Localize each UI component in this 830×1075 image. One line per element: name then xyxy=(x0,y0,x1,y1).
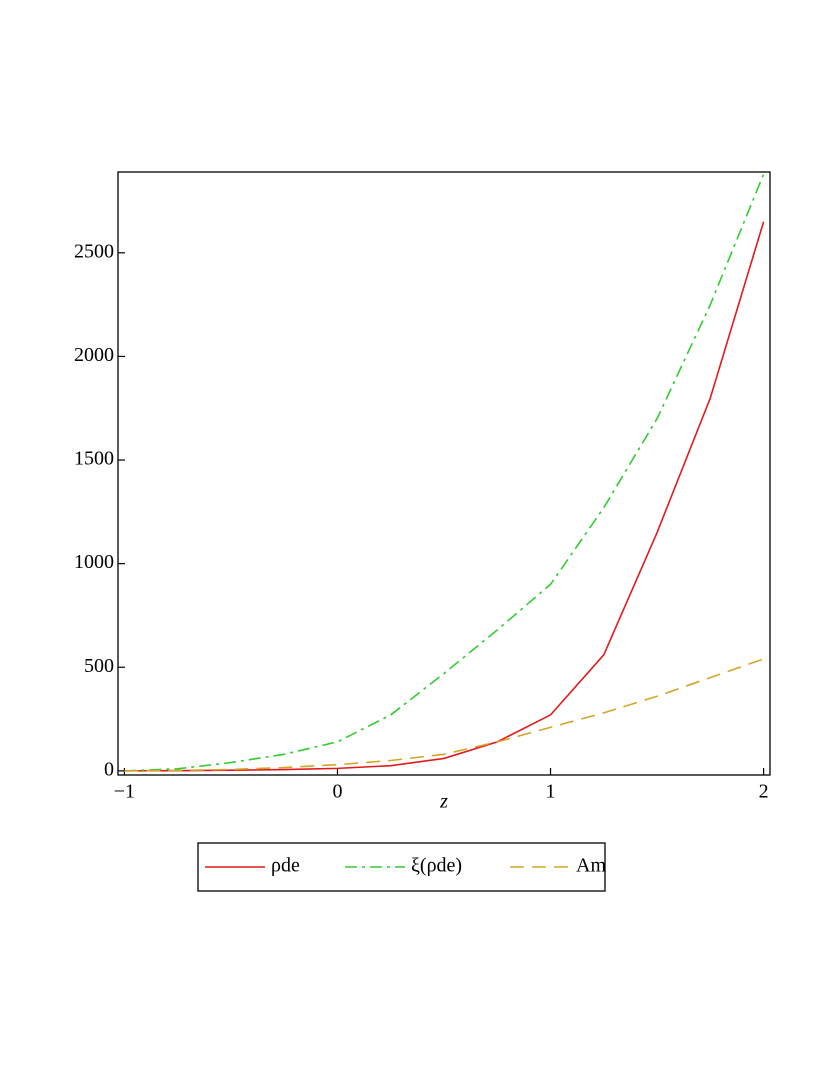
y-tick-label: 0 xyxy=(104,758,114,780)
y-tick-label: 1500 xyxy=(74,448,114,470)
legend-label: ξ(ρde) xyxy=(411,855,462,877)
y-tick-label: 500 xyxy=(84,655,114,677)
y-tick-label: 2000 xyxy=(74,344,114,366)
legend-label: Am xyxy=(576,855,606,877)
y-tick-label: 1000 xyxy=(74,551,114,573)
x-tick-label: −1 xyxy=(114,781,135,803)
x-tick-label: 0 xyxy=(332,781,342,803)
series-line xyxy=(124,658,764,772)
series-line xyxy=(124,221,765,772)
legend-box xyxy=(197,842,606,892)
series-line xyxy=(124,173,765,772)
y-tick-label: 2500 xyxy=(74,240,114,262)
x-tick-label: 1 xyxy=(546,781,556,803)
legend-label: ρde xyxy=(271,855,300,877)
plot-frame xyxy=(117,171,771,776)
x-axis-label: z xyxy=(439,791,448,813)
x-tick-label: 2 xyxy=(759,781,769,803)
